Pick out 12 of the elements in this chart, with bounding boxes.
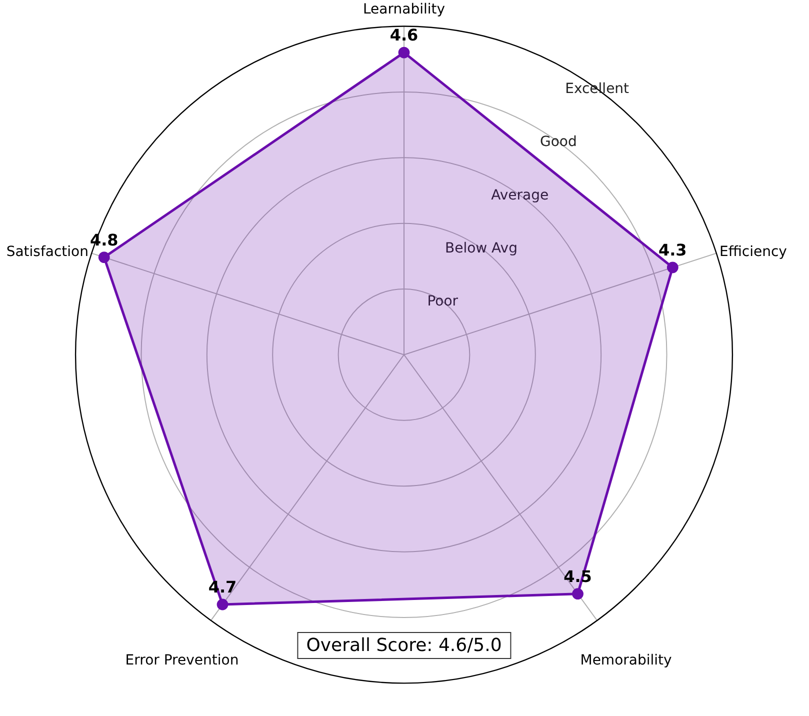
data-label: 4.6: [390, 26, 418, 45]
y-tick-label: Good: [540, 134, 577, 150]
spoke-label: Memorability: [580, 652, 672, 668]
spoke-label: Learnability: [362, 1, 446, 18]
spoke-label: Satisfaction: [6, 244, 88, 260]
y-tick-label: Poor: [427, 294, 458, 310]
data-label: 4.3: [658, 240, 687, 260]
spoke-label: Efficiency: [720, 244, 787, 260]
text: Overall Score: 4.6/5.0: [297, 632, 511, 659]
y-tick-label: Below Avg: [444, 240, 518, 256]
y-tick-label: Average: [491, 187, 549, 204]
spoke-label: Error Prevention: [125, 652, 239, 668]
